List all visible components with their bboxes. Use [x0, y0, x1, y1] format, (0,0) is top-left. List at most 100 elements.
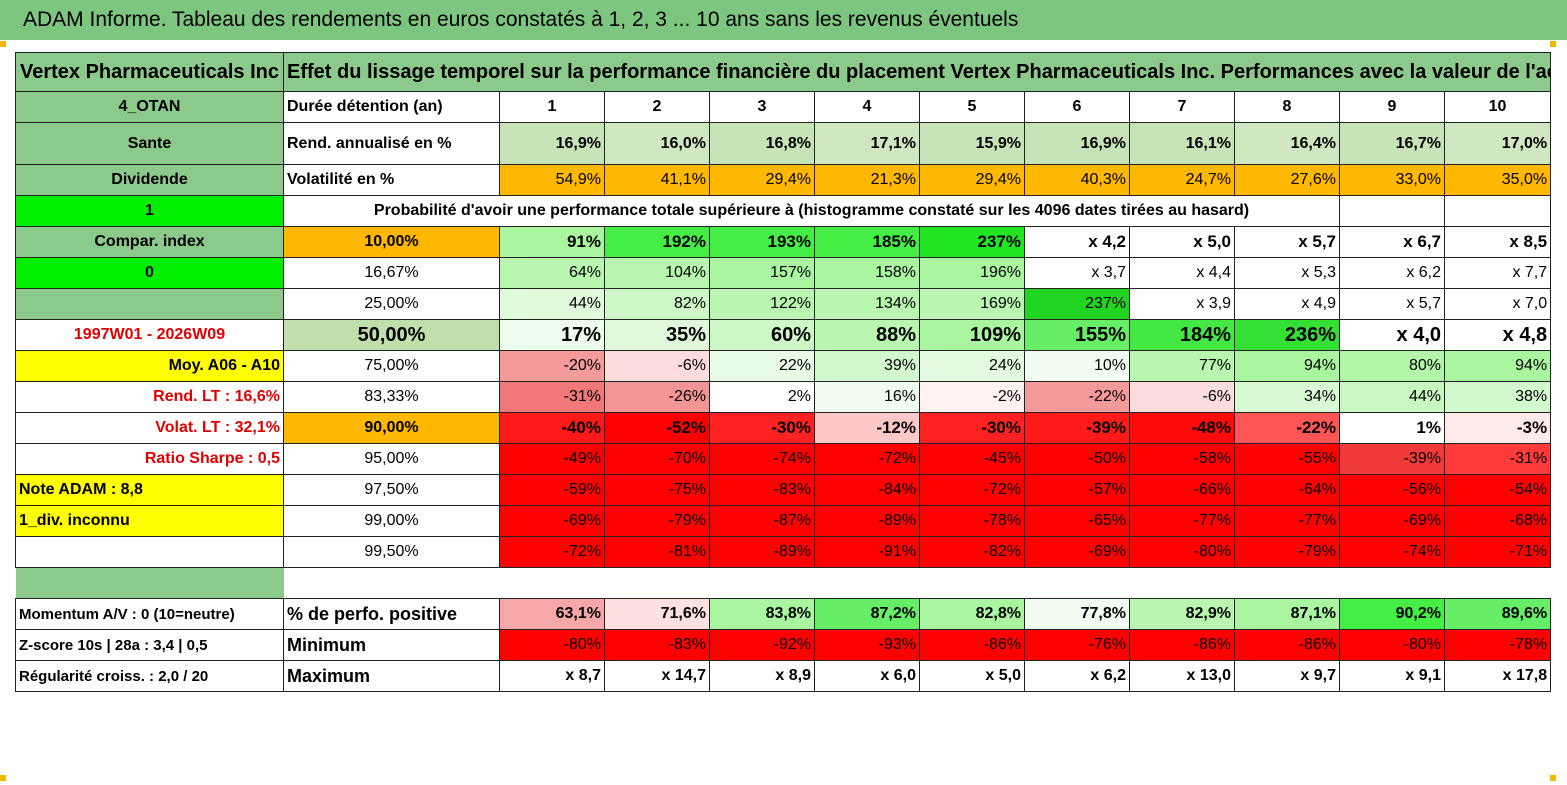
prob-cell: x 4,9	[1234, 288, 1340, 320]
threshold-label: 25,00%	[283, 288, 500, 320]
prob-cell: -59%	[499, 474, 605, 506]
prob-cell: -65%	[1024, 505, 1130, 537]
prob-cell: -91%	[814, 536, 920, 568]
max-value: x 9,7	[1234, 660, 1340, 692]
min-value: -78%	[1443, 629, 1552, 661]
prob-cell: x 4,4	[1129, 257, 1235, 289]
max-value: x 6,0	[814, 660, 920, 692]
corner-marker	[0, 41, 6, 47]
perf-value: 77,8%	[1024, 598, 1130, 630]
holding-label: Durée détention (an)	[283, 91, 500, 123]
prob-cell: 60%	[709, 319, 815, 351]
perf-value: 87,1%	[1234, 598, 1340, 630]
rend-value: 17,0%	[1443, 122, 1552, 165]
prob-cell: -68%	[1443, 505, 1552, 537]
prob-cell: -26%	[604, 381, 710, 413]
max-value: x 13,0	[1129, 660, 1235, 692]
prob-cell: 192%	[604, 226, 710, 258]
prob-cell: -71%	[1443, 536, 1552, 568]
prob-cell: 157%	[709, 257, 815, 289]
prob-cell: -57%	[1024, 474, 1130, 506]
side-regularite: Régularité croiss. : 2,0 / 20	[15, 660, 284, 692]
prob-cell: -70%	[604, 443, 710, 475]
prob-cell: -79%	[1234, 536, 1340, 568]
prob-cell: -56%	[1339, 474, 1445, 506]
prob-cell: x 7,7	[1443, 257, 1552, 289]
threshold-label: 97,50%	[283, 474, 500, 506]
perf-value: 82,9%	[1129, 598, 1235, 630]
perf-value: 89,6%	[1443, 598, 1552, 630]
threshold-label: 90,00%	[283, 412, 500, 444]
prob-cell: 104%	[604, 257, 710, 289]
prob-cell: -31%	[1443, 443, 1552, 475]
prob-cell: 34%	[1234, 381, 1340, 413]
prob-cell: -69%	[499, 505, 605, 537]
prob-cell: x 6,7	[1339, 226, 1445, 258]
empty-cell	[15, 536, 284, 568]
prob-cell: -72%	[919, 474, 1025, 506]
prob-cell: 193%	[709, 226, 815, 258]
prob-cell: 109%	[919, 319, 1025, 351]
prob-cell: x 5,0	[1129, 226, 1235, 258]
empty-cell	[1339, 195, 1445, 227]
returns-table: Vertex Pharmaceuticals Inc Effet du liss…	[15, 52, 1552, 692]
min-value: -80%	[499, 629, 605, 661]
threshold-label: 16,67%	[283, 257, 500, 289]
prob-cell: 196%	[919, 257, 1025, 289]
perf-value: 63,1%	[499, 598, 605, 630]
rend-label: Rend. annualisé en %	[283, 122, 500, 165]
prob-cell: -45%	[919, 443, 1025, 475]
perf-value: 87,2%	[814, 598, 920, 630]
prob-cell: 80%	[1339, 350, 1445, 382]
max-value: x 8,7	[499, 660, 605, 692]
vol-value: 33,0%	[1339, 164, 1445, 196]
prob-cell: 44%	[1339, 381, 1445, 413]
prob-cell: -58%	[1129, 443, 1235, 475]
prob-cell: 184%	[1129, 319, 1235, 351]
year-header: 7	[1129, 91, 1235, 123]
year-header: 10	[1443, 91, 1552, 123]
threshold-label: 75,00%	[283, 350, 500, 382]
prob-cell: -69%	[1339, 505, 1445, 537]
max-value: x 17,8	[1443, 660, 1552, 692]
prob-cell: x 4,2	[1024, 226, 1130, 258]
prob-cell: -3%	[1443, 412, 1552, 444]
min-value: -76%	[1024, 629, 1130, 661]
prob-cell: -50%	[1024, 443, 1130, 475]
prob-cell: 17%	[499, 319, 605, 351]
rend-value: 16,1%	[1129, 122, 1235, 165]
prob-cell: -84%	[814, 474, 920, 506]
min-label: Minimum	[283, 629, 500, 661]
min-value: -93%	[814, 629, 920, 661]
prob-cell: 158%	[814, 257, 920, 289]
prob-cell: 185%	[814, 226, 920, 258]
prob-cell: 82%	[604, 288, 710, 320]
side-rend_lt: Rend. LT : 16,6%	[15, 381, 284, 413]
side-period: 1997W01 - 2026W09	[15, 319, 284, 351]
side-div: 1_div. inconnu	[15, 505, 284, 537]
prob-cell: 38%	[1443, 381, 1552, 413]
threshold-label: 95,00%	[283, 443, 500, 475]
max-value: x 9,1	[1339, 660, 1445, 692]
prob-cell: 16%	[814, 381, 920, 413]
side-code: 4_OTAN	[15, 91, 284, 123]
prob-cell: x 8,5	[1443, 226, 1552, 258]
prob-cell: -81%	[604, 536, 710, 568]
threshold-label: 10,00%	[283, 226, 500, 258]
prob-cell: -55%	[1234, 443, 1340, 475]
vol-value: 41,1%	[604, 164, 710, 196]
prob-cell: x 3,7	[1024, 257, 1130, 289]
prob-cell: -77%	[1129, 505, 1235, 537]
side-volat_lt: Volat. LT : 32,1%	[15, 412, 284, 444]
side-compar: Compar. index	[15, 226, 284, 258]
prob-cell: 22%	[709, 350, 815, 382]
rend-value: 16,9%	[499, 122, 605, 165]
empty-cell	[15, 567, 284, 599]
threshold-label: 83,33%	[283, 381, 500, 413]
year-header: 8	[1234, 91, 1340, 123]
prob-cell: -72%	[499, 536, 605, 568]
prob-cell: -49%	[499, 443, 605, 475]
side-sharpe: Ratio Sharpe : 0,5	[15, 443, 284, 475]
prob-cell: -12%	[814, 412, 920, 444]
year-header: 5	[919, 91, 1025, 123]
